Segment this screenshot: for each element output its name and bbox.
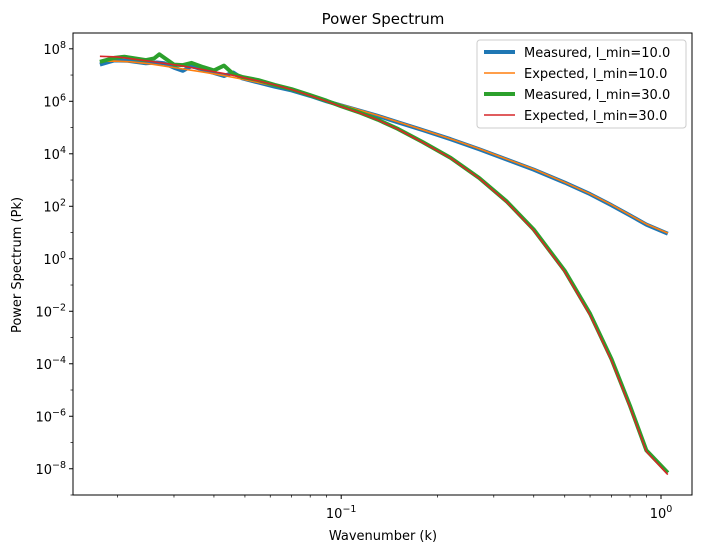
- y-tick-label: 100: [43, 250, 66, 268]
- chart-title: Power Spectrum: [322, 10, 445, 28]
- y-tick-label: 10−8: [35, 460, 66, 478]
- series-line-4: [99, 55, 669, 476]
- plot-frame: [72, 32, 693, 496]
- legend-label-3: Measured, l_min=30.0: [524, 88, 670, 103]
- y-tick-label: 106: [43, 92, 66, 110]
- y-tick-label: 10−4: [35, 355, 66, 373]
- y-tick-label: 102: [43, 197, 66, 215]
- y-tick-label: 10−2: [35, 302, 66, 320]
- y-axis-ticks: 108 106 104 102 100 10−2 10−4 10−6 10−8: [35, 40, 73, 496]
- y-tick-label: 104: [43, 145, 66, 163]
- legend-label-4: Expected, l_min=30.0: [524, 109, 667, 124]
- legend-box: [476, 39, 687, 129]
- legend: Measured, l_min=10.0 Expected, l_min=10.0…: [476, 39, 687, 129]
- plot-area: [72, 32, 693, 496]
- y-tick-label: 10−6: [35, 407, 66, 425]
- y-tick-label: 108: [43, 40, 66, 58]
- x-axis-label: Wavenumber (k): [329, 529, 437, 544]
- y-axis-label: Power Spectrum (Pk): [10, 197, 25, 333]
- x-axis-ticks: 10−1 100: [117, 495, 673, 522]
- legend-label-1: Measured, l_min=10.0: [524, 46, 670, 61]
- x-tick-label: 100: [650, 504, 673, 522]
- legend-label-2: Expected, l_min=10.0: [524, 67, 667, 82]
- x-tick-label: 10−1: [326, 504, 357, 522]
